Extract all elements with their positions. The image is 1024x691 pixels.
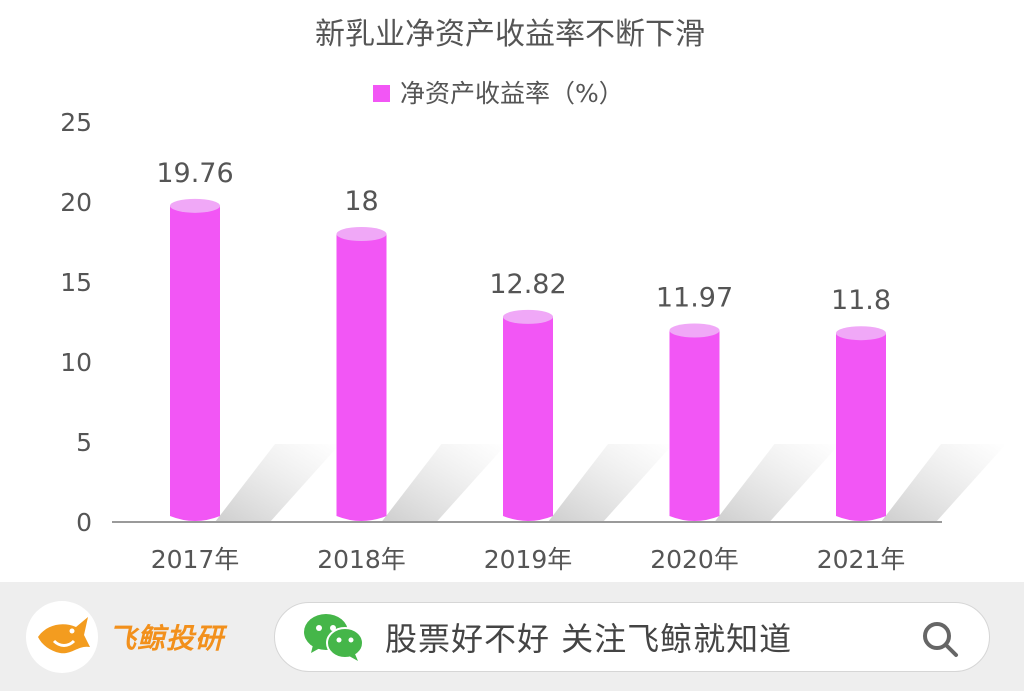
bar-shadow <box>881 444 1006 522</box>
y-tick-label: 20 <box>60 188 92 217</box>
legend-label: 净资产收益率（%） <box>400 79 624 108</box>
y-tick-label: 5 <box>76 428 92 457</box>
data-label: 18 <box>344 186 378 217</box>
x-tick-label: 2021年 <box>817 545 906 574</box>
footer-bar: 飞鲸投研 股票好不好 关注飞鲸就知道 <box>0 582 1024 691</box>
data-label: 19.76 <box>156 158 233 189</box>
bar-top <box>503 309 553 324</box>
y-tick-label: 0 <box>76 508 92 537</box>
bar-chart: 新乳业净资产收益率不断下滑 净资产收益率（%） 0 5 10 15 20 25 2017年… <box>60 17 1006 574</box>
bar[interactable] <box>836 333 886 521</box>
bar-top <box>669 323 720 338</box>
x-tick-label: 2018年 <box>317 545 406 574</box>
bar[interactable] <box>503 316 553 521</box>
brand-name: 飞鲸投研 <box>108 622 225 655</box>
bar[interactable] <box>170 205 220 521</box>
bar-shadow <box>714 444 840 522</box>
y-axis: 0 5 10 15 20 25 <box>60 108 92 537</box>
bars <box>170 198 886 521</box>
chart-title: 新乳业净资产收益率不断下滑 <box>315 17 705 52</box>
data-label: 11.8 <box>831 285 891 316</box>
search-text: 股票好不好 关注飞鲸就知道 <box>385 620 793 658</box>
data-labels: 19.76 18 12.82 11.97 11.8 <box>156 158 891 316</box>
y-tick-label: 15 <box>60 268 92 297</box>
search-icon[interactable] <box>921 620 959 658</box>
bar-shadows <box>215 444 1006 522</box>
y-tick-label: 25 <box>60 108 92 137</box>
x-tick-label: 2020年 <box>650 545 739 574</box>
legend-swatch <box>373 85 390 102</box>
data-label: 11.97 <box>656 282 733 313</box>
x-axis: 2017年 2018年 2019年 2020年 2021年 <box>151 545 906 574</box>
search-bar[interactable]: 股票好不好 关注飞鲸就知道 <box>274 602 990 672</box>
x-tick-label: 2019年 <box>484 545 573 574</box>
bar-shadow <box>548 444 673 522</box>
bar-top <box>336 227 387 241</box>
data-label: 12.82 <box>489 269 566 300</box>
bar-top <box>170 198 220 213</box>
wechat-icon <box>304 614 364 661</box>
y-tick-label: 10 <box>60 348 92 377</box>
bar[interactable] <box>336 234 387 521</box>
x-tick-label: 2017年 <box>151 545 240 574</box>
brand[interactable]: 飞鲸投研 <box>26 601 266 673</box>
fish-logo-icon <box>26 601 98 673</box>
bar-top <box>836 326 886 341</box>
bar-shadow <box>215 444 340 522</box>
bar[interactable] <box>669 330 720 521</box>
bar-shadow <box>381 444 507 522</box>
